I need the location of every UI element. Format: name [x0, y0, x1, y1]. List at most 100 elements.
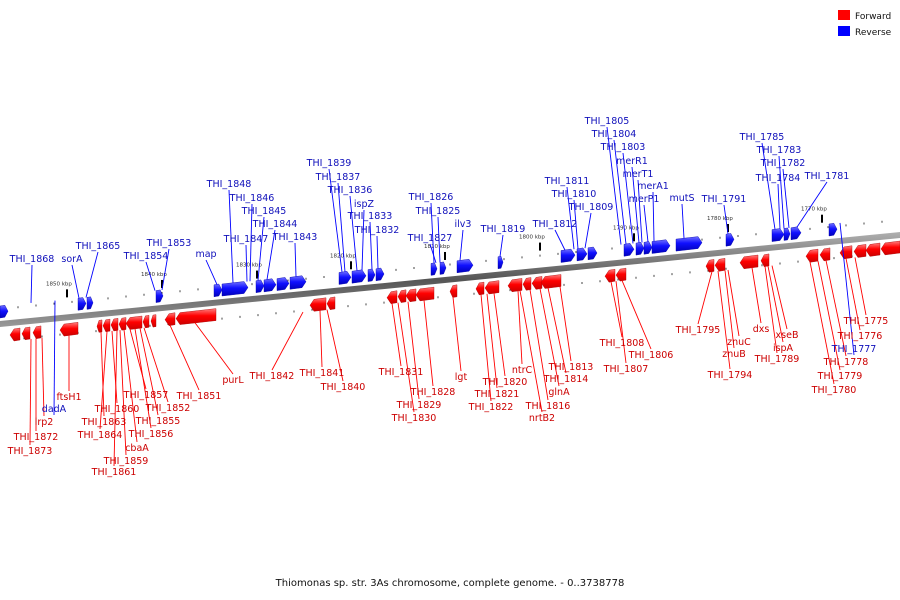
- gene-label[interactable]: THI_1833: [347, 211, 393, 222]
- forward-gene-arrow[interactable]: [386, 290, 398, 304]
- gene-label[interactable]: THI_1781: [804, 171, 850, 182]
- gene-label[interactable]: dadA: [42, 404, 67, 415]
- gene-label[interactable]: THI_1839: [306, 158, 352, 169]
- gene-label[interactable]: lrp2: [35, 417, 54, 428]
- gene-label[interactable]: THI_1821: [474, 389, 520, 400]
- reverse-gene-arrow[interactable]: [255, 279, 265, 293]
- gene-label[interactable]: THI_1854: [123, 251, 169, 262]
- gene-label[interactable]: THI_1789: [754, 354, 800, 365]
- forward-gene-arrow[interactable]: [540, 274, 562, 289]
- forward-gene-arrow[interactable]: [326, 296, 336, 310]
- forward-gene-arrow[interactable]: [714, 258, 726, 272]
- forward-gene-arrow[interactable]: [739, 254, 759, 270]
- gene-label[interactable]: nrtB2: [529, 413, 555, 424]
- gene-label[interactable]: THI_1843: [272, 232, 318, 243]
- gene-label[interactable]: ispZ: [354, 199, 375, 210]
- gene-label[interactable]: THI_1827: [407, 233, 453, 244]
- reverse-gene-arrow[interactable]: [643, 241, 653, 255]
- reverse-gene-arrow[interactable]: [439, 261, 447, 275]
- forward-gene-arrow[interactable]: [819, 247, 831, 262]
- gene-label[interactable]: THI_1779: [817, 371, 863, 382]
- gene-label[interactable]: znuB: [722, 349, 746, 360]
- reverse-gene-arrow[interactable]: [338, 271, 352, 285]
- gene-label[interactable]: THI_1811: [544, 176, 590, 187]
- gene-label[interactable]: ntrC: [512, 365, 533, 376]
- gene-label[interactable]: merA1: [637, 181, 669, 192]
- gene-label[interactable]: map: [195, 249, 216, 260]
- gene-label[interactable]: THI_1785: [739, 132, 785, 143]
- forward-gene-arrow[interactable]: [760, 253, 770, 267]
- gene-label[interactable]: THI_1836: [327, 185, 373, 196]
- gene-label[interactable]: THI_1841: [299, 368, 345, 379]
- reverse-gene-arrow[interactable]: [155, 289, 164, 303]
- gene-label[interactable]: THI_1808: [599, 338, 645, 349]
- gene-label[interactable]: THI_1829: [396, 400, 442, 411]
- gene-label[interactable]: THI_1775: [843, 316, 889, 327]
- gene-label[interactable]: THI_1860: [94, 404, 140, 415]
- gene-label[interactable]: sorA: [61, 254, 83, 265]
- forward-gene-arrow[interactable]: [397, 289, 407, 303]
- forward-gene-arrow[interactable]: [475, 281, 485, 296]
- forward-gene-arrow[interactable]: [9, 327, 21, 342]
- gene-label[interactable]: THI_1840: [320, 382, 366, 393]
- gene-label[interactable]: THI_1820: [482, 377, 528, 388]
- gene-label[interactable]: THI_1831: [378, 367, 424, 378]
- gene-label[interactable]: purL: [222, 375, 244, 386]
- reverse-gene-arrow[interactable]: [213, 283, 223, 298]
- gene-label[interactable]: THI_1853: [146, 238, 192, 249]
- reverse-gene-arrow[interactable]: [351, 269, 367, 284]
- gene-label[interactable]: ispA: [773, 343, 794, 354]
- gene-label[interactable]: THI_1812: [532, 219, 578, 230]
- gene-label[interactable]: THI_1819: [480, 224, 526, 235]
- reverse-gene-arrow[interactable]: [0, 304, 9, 319]
- gene-label[interactable]: THI_1794: [707, 370, 753, 381]
- gene-label[interactable]: THI_1814: [543, 374, 589, 385]
- gene-label[interactable]: xseB: [776, 330, 799, 341]
- forward-gene-arrow[interactable]: [507, 278, 523, 293]
- reverse-gene-arrow[interactable]: [635, 242, 645, 256]
- gene-label[interactable]: THI_1784: [755, 173, 801, 184]
- gene-label[interactable]: THI_1804: [591, 129, 637, 140]
- gene-label[interactable]: THI_1863: [81, 417, 127, 428]
- forward-gene-arrow[interactable]: [142, 315, 150, 329]
- forward-gene-arrow[interactable]: [110, 318, 119, 332]
- forward-gene-arrow[interactable]: [96, 319, 103, 333]
- reverse-gene-arrow[interactable]: [375, 267, 385, 282]
- reverse-gene-arrow[interactable]: [790, 226, 802, 241]
- reverse-gene-arrow[interactable]: [276, 277, 290, 291]
- reverse-gene-arrow[interactable]: [430, 262, 438, 276]
- forward-gene-arrow[interactable]: [175, 308, 217, 325]
- gene-label[interactable]: THI_1776: [837, 331, 883, 342]
- forward-gene-arrow[interactable]: [449, 284, 458, 298]
- gene-label[interactable]: THI_1865: [75, 241, 121, 252]
- forward-gene-arrow[interactable]: [415, 286, 435, 302]
- reverse-gene-arrow[interactable]: [263, 278, 277, 293]
- gene-label[interactable]: THI_1791: [701, 194, 747, 205]
- reverse-gene-arrow[interactable]: [587, 246, 598, 261]
- gene-label[interactable]: THI_1828: [410, 387, 456, 398]
- gene-label[interactable]: mutS: [669, 193, 694, 204]
- reverse-gene-arrow[interactable]: [367, 268, 376, 282]
- gene-label[interactable]: THI_1847: [223, 234, 269, 245]
- gene-label[interactable]: THI_1782: [760, 158, 806, 169]
- gene-label[interactable]: ftsH1: [56, 392, 81, 403]
- forward-gene-arrow[interactable]: [21, 326, 31, 341]
- gene-label[interactable]: THI_1842: [249, 371, 295, 382]
- forward-gene-arrow[interactable]: [164, 312, 176, 326]
- reverse-gene-arrow[interactable]: [77, 297, 87, 311]
- gene-label[interactable]: THI_1832: [354, 225, 400, 236]
- gene-label[interactable]: THI_1864: [77, 430, 123, 441]
- gene-label[interactable]: dxs: [753, 324, 770, 335]
- forward-gene-arrow[interactable]: [125, 315, 143, 330]
- gene-label[interactable]: THI_1795: [675, 325, 721, 336]
- reverse-gene-arrow[interactable]: [675, 236, 703, 252]
- gene-label[interactable]: cbaA: [125, 443, 149, 454]
- forward-gene-arrow[interactable]: [839, 245, 853, 260]
- gene-label[interactable]: THI_1856: [128, 429, 174, 440]
- reverse-gene-arrow[interactable]: [456, 258, 474, 274]
- reverse-gene-arrow[interactable]: [651, 239, 671, 254]
- forward-gene-arrow[interactable]: [604, 268, 616, 283]
- gene-label[interactable]: THI_1830: [391, 413, 437, 424]
- gene-label[interactable]: THI_1873: [7, 446, 53, 457]
- gene-label[interactable]: THI_1851: [176, 391, 222, 402]
